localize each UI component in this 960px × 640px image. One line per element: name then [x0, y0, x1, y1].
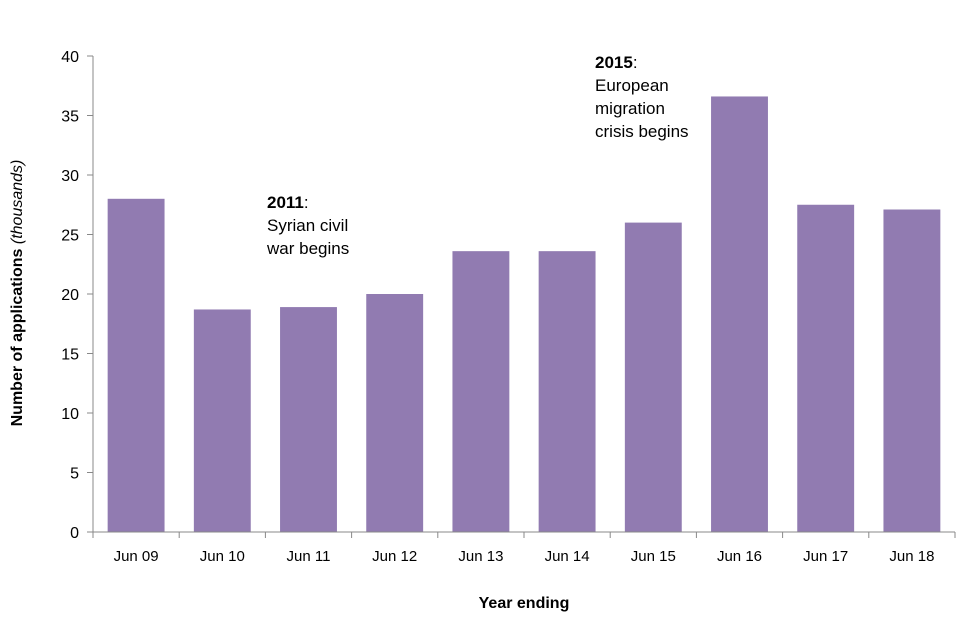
- bar: [883, 209, 941, 532]
- x-tick-label: Jun 16: [717, 548, 762, 565]
- bar: [797, 204, 855, 532]
- x-tick-label: Jun 10: [200, 548, 245, 565]
- y-ticks-group: 0 5 10 15 20 25 30 35 40: [61, 49, 93, 542]
- x-tick-label: Jun 17: [803, 548, 848, 565]
- y-tick-label: 25: [61, 228, 79, 245]
- bar: [624, 222, 682, 532]
- x-ticks-group: Jun 09 Jun 10 Jun 11 Jun 12 Jun 13 Jun 14 Jun …: [92, 532, 956, 565]
- y-tick-label: 35: [61, 109, 79, 126]
- x-axis-title: Year ending: [479, 595, 570, 612]
- bar: [538, 251, 596, 532]
- annotations-group: 2011: Syrian civil war begins 2015: European…: [266, 53, 689, 258]
- y-tick-label: 15: [61, 347, 79, 364]
- x-tick-label: Jun 15: [631, 548, 676, 565]
- annotation: 2011: Syrian civil war begins: [266, 193, 349, 258]
- y-tick-label: 30: [61, 168, 79, 185]
- y-tick-label: 40: [61, 49, 79, 66]
- y-axis-title-units: (thousands): [9, 160, 26, 245]
- y-tick-label: 10: [61, 406, 79, 423]
- bars-group: [107, 96, 941, 533]
- annotation: 2015: European migration crisis begins: [595, 53, 689, 141]
- bar: [711, 96, 768, 533]
- annotation-colon: :: [304, 193, 309, 212]
- annotation-year: 2015: [595, 53, 633, 72]
- y-axis-title: Number of applications (thousands): [9, 160, 26, 427]
- bar: [107, 198, 165, 533]
- y-tick-label: 20: [61, 287, 79, 304]
- x-tick-label: Jun 09: [114, 548, 159, 565]
- x-tick-label: Jun 18: [889, 548, 934, 565]
- x-tick-label: Jun 13: [458, 548, 503, 565]
- annotation-line: war begins: [266, 239, 349, 258]
- annotation-year: 2011: [267, 193, 304, 212]
- annotation-line: migration: [595, 99, 665, 118]
- bar: [193, 309, 251, 532]
- bar: [366, 294, 424, 532]
- y-tick-label: 5: [70, 466, 79, 483]
- bar: [280, 307, 337, 532]
- y-axis-title-main: Number of applications: [9, 244, 26, 426]
- annotation-line: Syrian civil: [267, 216, 348, 235]
- annotation-line: crisis begins: [595, 122, 689, 141]
- x-tick-label: Jun 14: [545, 548, 590, 565]
- annotation-colon: :: [633, 53, 638, 72]
- x-tick-label: Jun 12: [372, 548, 417, 565]
- annotation-line: European: [595, 76, 669, 95]
- x-tick-label: Jun 11: [287, 548, 331, 565]
- y-tick-label: 0: [70, 525, 79, 542]
- bar: [452, 251, 510, 532]
